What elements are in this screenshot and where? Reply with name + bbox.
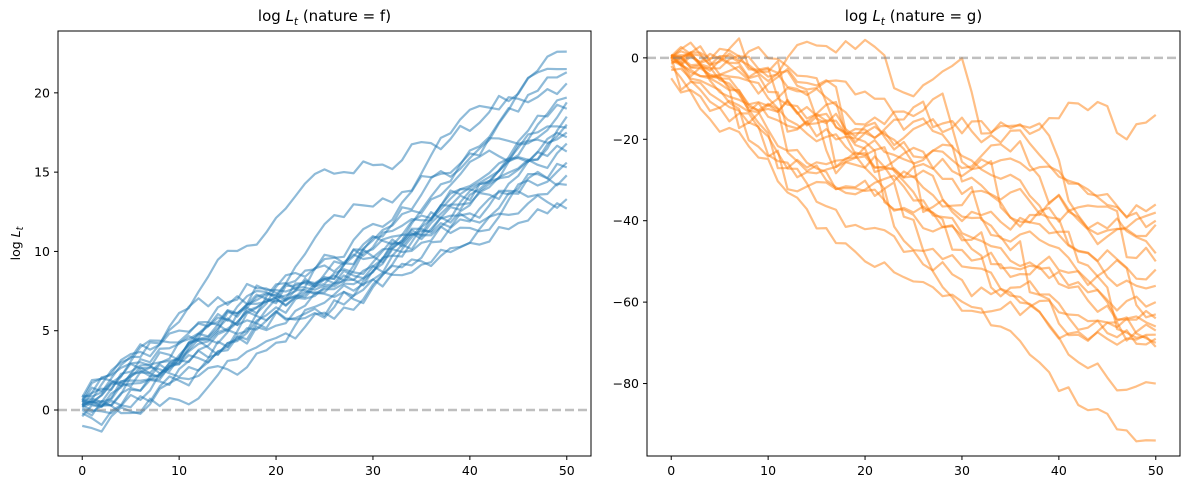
y-tick-label: −40 (613, 213, 639, 228)
x-tick-label: 30 (954, 463, 970, 478)
x-tick-label: 20 (857, 463, 873, 478)
series-line-9 (670, 55, 1157, 312)
y-tick-label: 15 (34, 165, 50, 180)
axes-frame (57, 30, 592, 457)
axes-frame (646, 30, 1181, 457)
title-prefix: log (845, 7, 873, 25)
y-tick-label: 0 (42, 403, 50, 418)
series-line-8 (670, 51, 1157, 290)
y-tick-label: −80 (613, 376, 639, 391)
y-tick-label: 5 (42, 323, 50, 338)
title-sub: t (881, 16, 886, 28)
x-tick-label: 40 (1051, 463, 1067, 478)
series-line-16 (670, 55, 1157, 344)
x-tick-label: 50 (1148, 463, 1164, 478)
title-suffix: (nature = g) (885, 7, 982, 25)
series-line-13 (81, 144, 568, 408)
x-tick-label: 50 (559, 463, 575, 478)
series-line-10 (82, 125, 567, 398)
plot-area (58, 50, 591, 433)
series-line-6 (670, 41, 1157, 254)
y-tick-label: 10 (34, 244, 50, 259)
y-tick-label: −20 (613, 132, 639, 147)
y-tick-label: −60 (613, 295, 639, 310)
y-tick-label: 0 (631, 50, 639, 65)
series-line-17 (82, 182, 567, 405)
title-var: L (872, 7, 880, 25)
x-tick-label: 0 (667, 463, 675, 478)
ylabel-prefix: log (8, 237, 23, 260)
series-line-14 (81, 161, 568, 433)
y-tick-label: 20 (34, 85, 50, 100)
series-line-20 (81, 131, 568, 406)
series-line-4 (670, 52, 1157, 229)
x-tick-label: 20 (268, 463, 284, 478)
series-line-15 (670, 45, 1157, 346)
series-line-20 (670, 45, 1157, 281)
series-line-19 (670, 65, 1156, 443)
panel-title-g: log Lt (nature = g) (845, 7, 982, 28)
title-sub: t (294, 16, 299, 28)
ylabel-sub: t (15, 225, 26, 230)
x-tick-label: 40 (462, 463, 478, 478)
title-suffix: (nature = f) (298, 7, 391, 25)
series-line-16 (81, 170, 568, 414)
x-tick-label: 10 (760, 463, 776, 478)
x-tick-label: 10 (171, 463, 187, 478)
series-line-11 (671, 67, 1157, 321)
ylabel-var: L (8, 230, 23, 237)
series-line-12 (671, 53, 1157, 331)
series-line-17 (671, 54, 1157, 348)
series-line-18 (81, 194, 568, 426)
title-prefix: log (258, 7, 286, 25)
x-tick-label: 0 (78, 463, 86, 478)
series-line-19 (82, 202, 568, 415)
panel-nature-f: log Lt (nature = f) log Lt 0 10 20 30 40 50 0 5… (8, 7, 592, 478)
plot-area (647, 37, 1180, 443)
series-line-15 (81, 162, 568, 400)
x-tick-label: 30 (365, 463, 381, 478)
series-line-13 (671, 55, 1157, 342)
y-axis-label: log Lt (8, 225, 26, 260)
series-line-5 (670, 56, 1157, 238)
panel-title-f: log Lt (nature = f) (258, 7, 391, 28)
series-line-10 (670, 56, 1157, 319)
title-var: L (286, 7, 294, 25)
panel-nature-g: log Lt (nature = g) 0 10 20 30 40 50 0 −20 −40 −6… (613, 7, 1181, 478)
series-line-18 (671, 55, 1156, 392)
